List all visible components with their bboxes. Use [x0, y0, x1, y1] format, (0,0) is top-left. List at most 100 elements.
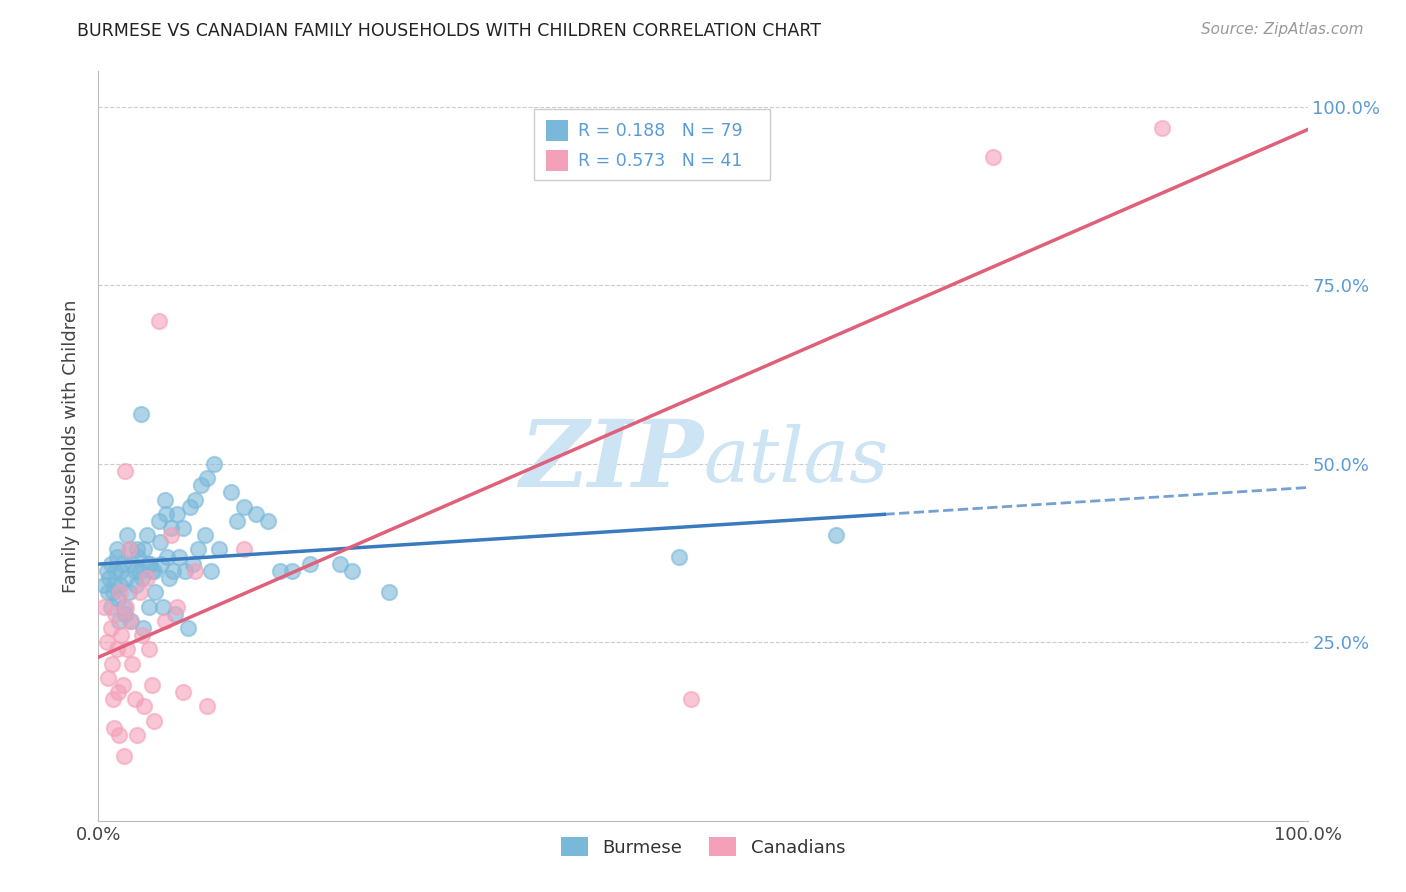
Point — [111, 557, 134, 571]
Point — [232, 542, 254, 557]
Point — [118, 542, 141, 557]
Y-axis label: Family Households with Children: Family Households with Children — [62, 300, 80, 592]
Point — [108, 585, 131, 599]
Point — [132, 621, 155, 635]
Point — [131, 571, 153, 585]
Point — [200, 564, 222, 578]
Point — [150, 557, 173, 571]
Point — [163, 607, 186, 621]
Point — [124, 692, 146, 706]
Point — [125, 578, 148, 592]
Point — [138, 642, 160, 657]
Point — [121, 557, 143, 571]
Point — [184, 564, 207, 578]
Point — [96, 564, 118, 578]
Point — [96, 635, 118, 649]
Point — [103, 578, 125, 592]
Point — [115, 571, 138, 585]
Point — [174, 564, 197, 578]
Point — [143, 714, 166, 728]
Point — [101, 585, 124, 599]
Point — [152, 599, 174, 614]
Text: Source: ZipAtlas.com: Source: ZipAtlas.com — [1201, 22, 1364, 37]
Text: R = 0.188   N = 79: R = 0.188 N = 79 — [578, 121, 744, 139]
Text: ZIP: ZIP — [519, 416, 703, 506]
Point — [112, 599, 135, 614]
Point — [108, 578, 131, 592]
Point — [100, 599, 122, 614]
Point — [93, 599, 115, 614]
Point — [127, 542, 149, 557]
Point — [143, 585, 166, 599]
Point — [98, 571, 121, 585]
Point — [256, 514, 278, 528]
Point — [187, 542, 209, 557]
Point — [128, 564, 150, 578]
Point — [190, 478, 212, 492]
Point — [172, 521, 194, 535]
Point — [112, 749, 135, 764]
Point — [329, 557, 352, 571]
Point — [110, 564, 132, 578]
Point — [172, 685, 194, 699]
Point — [105, 642, 128, 657]
Point — [118, 614, 141, 628]
Point — [104, 607, 127, 621]
Point — [103, 721, 125, 735]
Point — [162, 564, 184, 578]
Point — [134, 542, 156, 557]
Point — [981, 150, 1004, 164]
Point — [114, 607, 136, 621]
Point — [1152, 121, 1174, 136]
Point — [111, 678, 134, 692]
Point — [169, 549, 191, 564]
Point — [100, 621, 122, 635]
Point — [181, 557, 204, 571]
Point — [668, 549, 690, 564]
Point — [108, 614, 131, 628]
Point — [184, 492, 207, 507]
Point — [127, 549, 149, 564]
Point — [135, 571, 157, 585]
Point — [232, 500, 254, 514]
Point — [679, 692, 702, 706]
Point — [97, 671, 120, 685]
Point — [245, 507, 267, 521]
Point — [299, 557, 322, 571]
Text: BURMESE VS CANADIAN FAMILY HOUSEHOLDS WITH CHILDREN CORRELATION CHART: BURMESE VS CANADIAN FAMILY HOUSEHOLDS WI… — [77, 22, 821, 40]
Text: atlas: atlas — [703, 424, 889, 498]
Point — [131, 628, 153, 642]
Point — [208, 542, 231, 557]
Point — [157, 571, 180, 585]
Point — [121, 657, 143, 671]
Point — [104, 564, 127, 578]
Point — [97, 585, 120, 599]
Point — [110, 628, 132, 642]
Point — [127, 728, 149, 742]
Point — [160, 528, 183, 542]
Point — [825, 528, 848, 542]
Point — [179, 500, 201, 514]
Point — [114, 464, 136, 478]
Point — [100, 557, 122, 571]
Point — [93, 578, 115, 592]
Point — [141, 564, 163, 578]
Point — [138, 599, 160, 614]
Point — [101, 692, 124, 706]
Point — [100, 657, 122, 671]
Point — [139, 557, 162, 571]
Point — [135, 528, 157, 542]
Point — [149, 535, 172, 549]
Point — [195, 699, 218, 714]
Point — [108, 728, 131, 742]
Point — [269, 564, 291, 578]
Point — [107, 685, 129, 699]
Point — [153, 614, 176, 628]
Point — [117, 642, 139, 657]
Point — [153, 492, 176, 507]
Point — [136, 557, 159, 571]
Point — [155, 507, 177, 521]
Point — [148, 314, 170, 328]
Point — [115, 599, 138, 614]
Point — [148, 514, 170, 528]
